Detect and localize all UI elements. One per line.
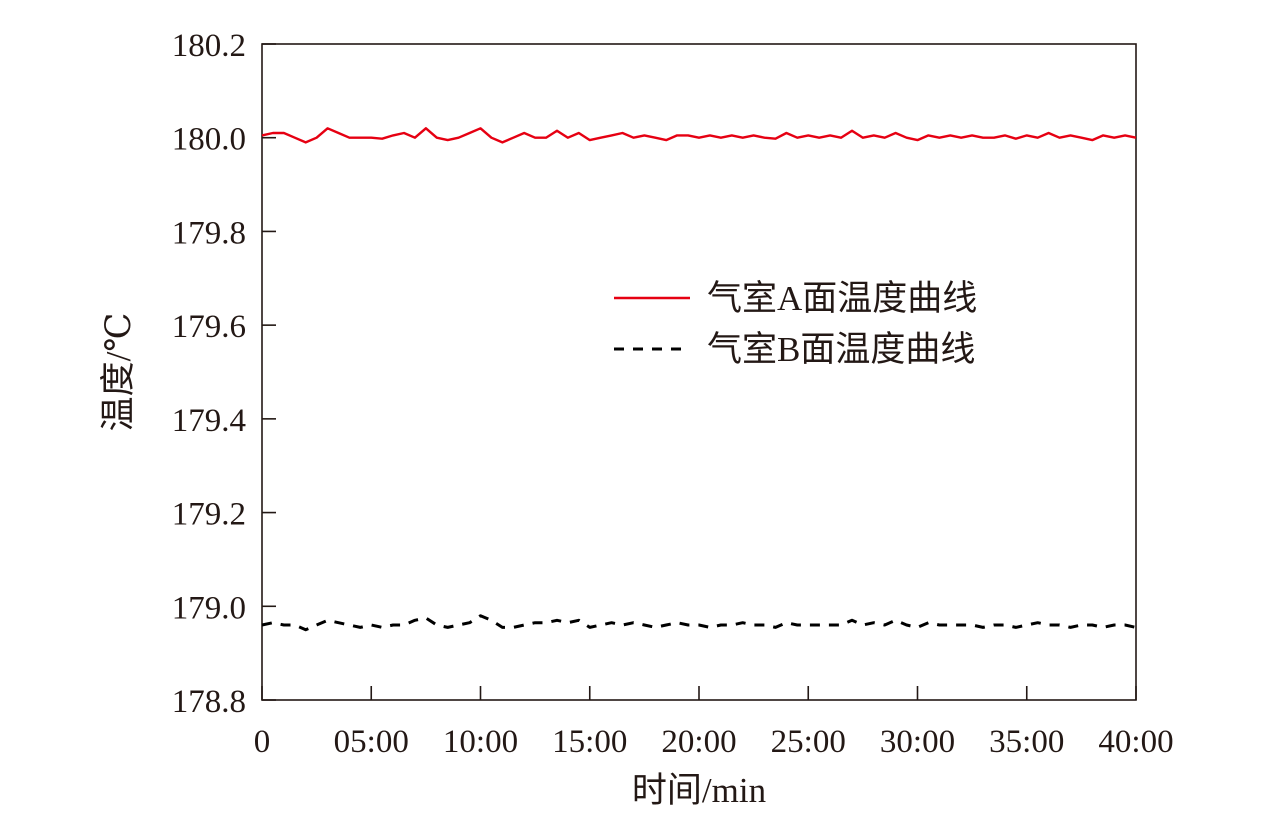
y-tick-label: 179.8 [172,215,246,251]
y-tick-label: 179.0 [172,590,246,626]
series-b-line [261,614,1137,632]
series-a-line [261,127,1137,144]
y-tick-label: 178.8 [172,684,246,720]
series-layer [261,127,1137,632]
x-tick-label: 25:00 [771,724,846,760]
x-tick-label: 30:00 [880,724,955,760]
y-tick-label: 179.4 [172,403,246,439]
legend: 气室A面温度曲线 气室B面温度曲线 [614,279,977,369]
x-tick-label: 35:00 [989,724,1064,760]
x-tick-label: 15:00 [552,724,627,760]
y-tick-label: 180.2 [172,28,246,64]
legend-label-series-a: 气室A面温度曲线 [707,279,977,318]
x-tick-label: 0 [254,724,271,760]
y-axis-label: 温度/℃ [99,313,138,432]
x-tick-label: 40:00 [1098,724,1173,760]
x-axis-label: 时间/min [632,771,766,810]
x-tick-label: 05:00 [334,724,409,760]
x-tick-label: 20:00 [661,724,736,760]
x-axis-ticks: 0 05:00 10:00 15:00 20:00 25:00 30:00 35:00 40:0… [254,686,1174,760]
plot-area-frame [261,43,1137,701]
y-tick-label: 179.6 [172,309,246,345]
y-tick-label: 179.2 [172,497,246,533]
legend-label-series-b: 气室B面温度曲线 [707,330,975,369]
y-tick-label: 180.0 [172,122,246,158]
y-axis-ticks: 178.8 179.0 179.2 179.4 179.6 179.8 180.0 180.2 [172,28,276,720]
x-tick-label: 10:00 [443,724,518,760]
